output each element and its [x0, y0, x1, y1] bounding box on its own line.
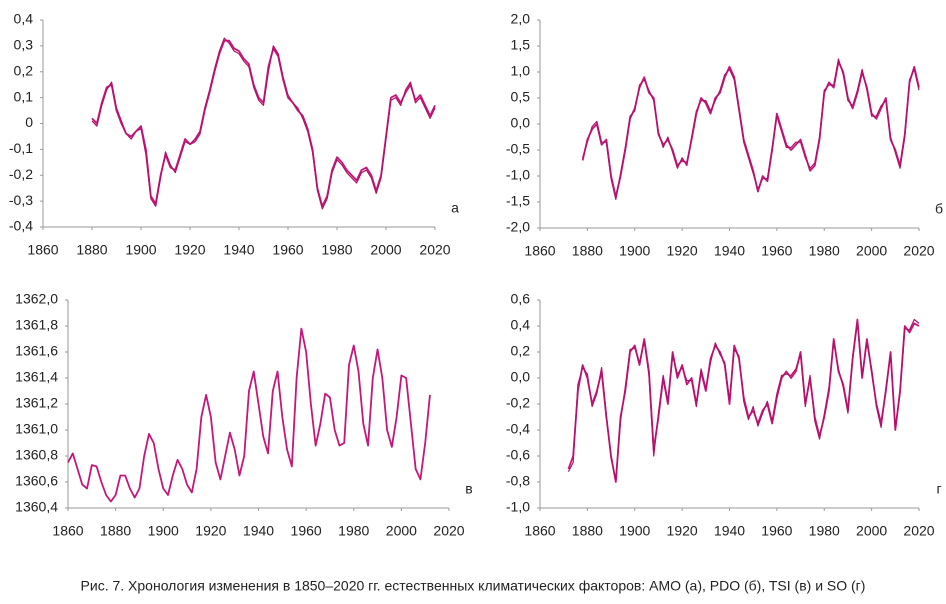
- y-tick-label: 1360,8: [15, 447, 58, 463]
- y-tick-label: 0,0: [511, 369, 531, 385]
- x-tick-label: 1980: [809, 523, 840, 539]
- y-tick-label: 0,1: [14, 88, 34, 104]
- y-tick-label: -0,8: [506, 473, 530, 489]
- data-line: [91, 39, 436, 208]
- y-tick-label: 1361,4: [15, 369, 58, 385]
- y-tick-label: -0,3: [9, 192, 33, 208]
- y-tick-label: -0,6: [506, 447, 530, 463]
- y-tick-label: -0,4: [506, 421, 530, 437]
- x-tick-label: 1920: [667, 243, 698, 259]
- x-tick-label: 2020: [903, 243, 934, 259]
- y-tick-label: 1361,6: [15, 343, 58, 359]
- y-tick-label: 1360,6: [15, 473, 58, 489]
- panel-letter: в: [465, 481, 472, 497]
- y-tick-label: 0,0: [511, 115, 531, 131]
- x-tick-label: 1880: [572, 523, 603, 539]
- x-tick-label: 1940: [243, 523, 274, 539]
- x-tick-label: 2020: [433, 523, 464, 539]
- panel-letter: а: [451, 200, 459, 216]
- x-tick-label: 1920: [174, 242, 205, 258]
- y-tick-label: -0,5: [506, 141, 530, 157]
- x-tick-label: 2020: [903, 523, 934, 539]
- data-line: [67, 327, 431, 503]
- x-tick-label: 1980: [321, 242, 352, 258]
- y-tick-label: 0,3: [14, 37, 34, 53]
- x-tick-label: 1900: [619, 523, 650, 539]
- x-tick-label: 1860: [52, 523, 83, 539]
- x-tick-label: 1940: [223, 242, 254, 258]
- y-tick-label: 2,0: [511, 11, 531, 27]
- y-tick-label: 1,0: [511, 63, 531, 79]
- data-line: [91, 37, 436, 210]
- x-tick-label: 1860: [524, 523, 555, 539]
- x-tick-label: 2020: [419, 242, 450, 258]
- y-tick-label: 1361,0: [15, 421, 58, 437]
- x-tick-label: 1960: [761, 243, 792, 259]
- y-tick-label: -2,0: [506, 219, 530, 235]
- x-tick-label: 2000: [856, 523, 887, 539]
- x-tick-label: 1880: [572, 243, 603, 259]
- y-tick-label: -0,4: [9, 218, 33, 234]
- x-tick-label: 2000: [386, 523, 417, 539]
- x-tick-label: 1860: [27, 242, 58, 258]
- x-tick-label: 1860: [524, 243, 555, 259]
- panel-letter: б: [935, 201, 943, 217]
- y-tick-label: 1362,0: [15, 291, 58, 307]
- panel-letter: г: [936, 481, 941, 497]
- y-tick-label: -1,5: [506, 193, 530, 209]
- y-tick-label: 1361,8: [15, 317, 58, 333]
- y-tick-label: 1360,4: [15, 499, 58, 515]
- y-tick-label: -1,0: [506, 167, 530, 183]
- data-line: [567, 318, 920, 480]
- y-tick-label: -0,2: [506, 395, 530, 411]
- y-tick-label: 0,4: [511, 317, 531, 333]
- x-tick-label: 1900: [148, 523, 179, 539]
- x-tick-label: 1900: [619, 243, 650, 259]
- x-tick-label: 1960: [272, 242, 303, 258]
- x-tick-label: 1960: [291, 523, 322, 539]
- x-tick-label: 2000: [856, 243, 887, 259]
- y-tick-label: 1,5: [511, 37, 531, 53]
- x-tick-label: 1960: [761, 523, 792, 539]
- y-tick-label: -0,1: [9, 140, 33, 156]
- y-tick-label: 0,2: [14, 62, 34, 78]
- y-tick-label: 0,4: [14, 11, 34, 27]
- x-tick-label: 1980: [338, 523, 369, 539]
- caption: Рис. 7. Хронология изменения в 1850–2020…: [81, 578, 866, 594]
- data-line: [582, 58, 920, 200]
- y-tick-label: 0,5: [511, 89, 531, 105]
- y-tick-label: 0,2: [511, 343, 531, 359]
- data-line: [581, 60, 920, 198]
- y-tick-label: -1,0: [506, 499, 530, 515]
- x-tick-label: 1880: [100, 523, 131, 539]
- x-tick-label: 1880: [76, 242, 107, 258]
- x-tick-label: 1940: [714, 243, 745, 259]
- x-tick-label: 1940: [714, 523, 745, 539]
- x-tick-label: 1920: [195, 523, 226, 539]
- x-tick-label: 1920: [667, 523, 698, 539]
- x-tick-label: 2000: [370, 242, 401, 258]
- x-tick-label: 1900: [125, 242, 156, 258]
- x-tick-label: 1980: [809, 243, 840, 259]
- y-tick-label: 0,6: [511, 291, 531, 307]
- y-tick-label: 1361,2: [15, 395, 58, 411]
- y-tick-label: 0: [25, 114, 33, 130]
- y-tick-label: -0,2: [9, 166, 33, 182]
